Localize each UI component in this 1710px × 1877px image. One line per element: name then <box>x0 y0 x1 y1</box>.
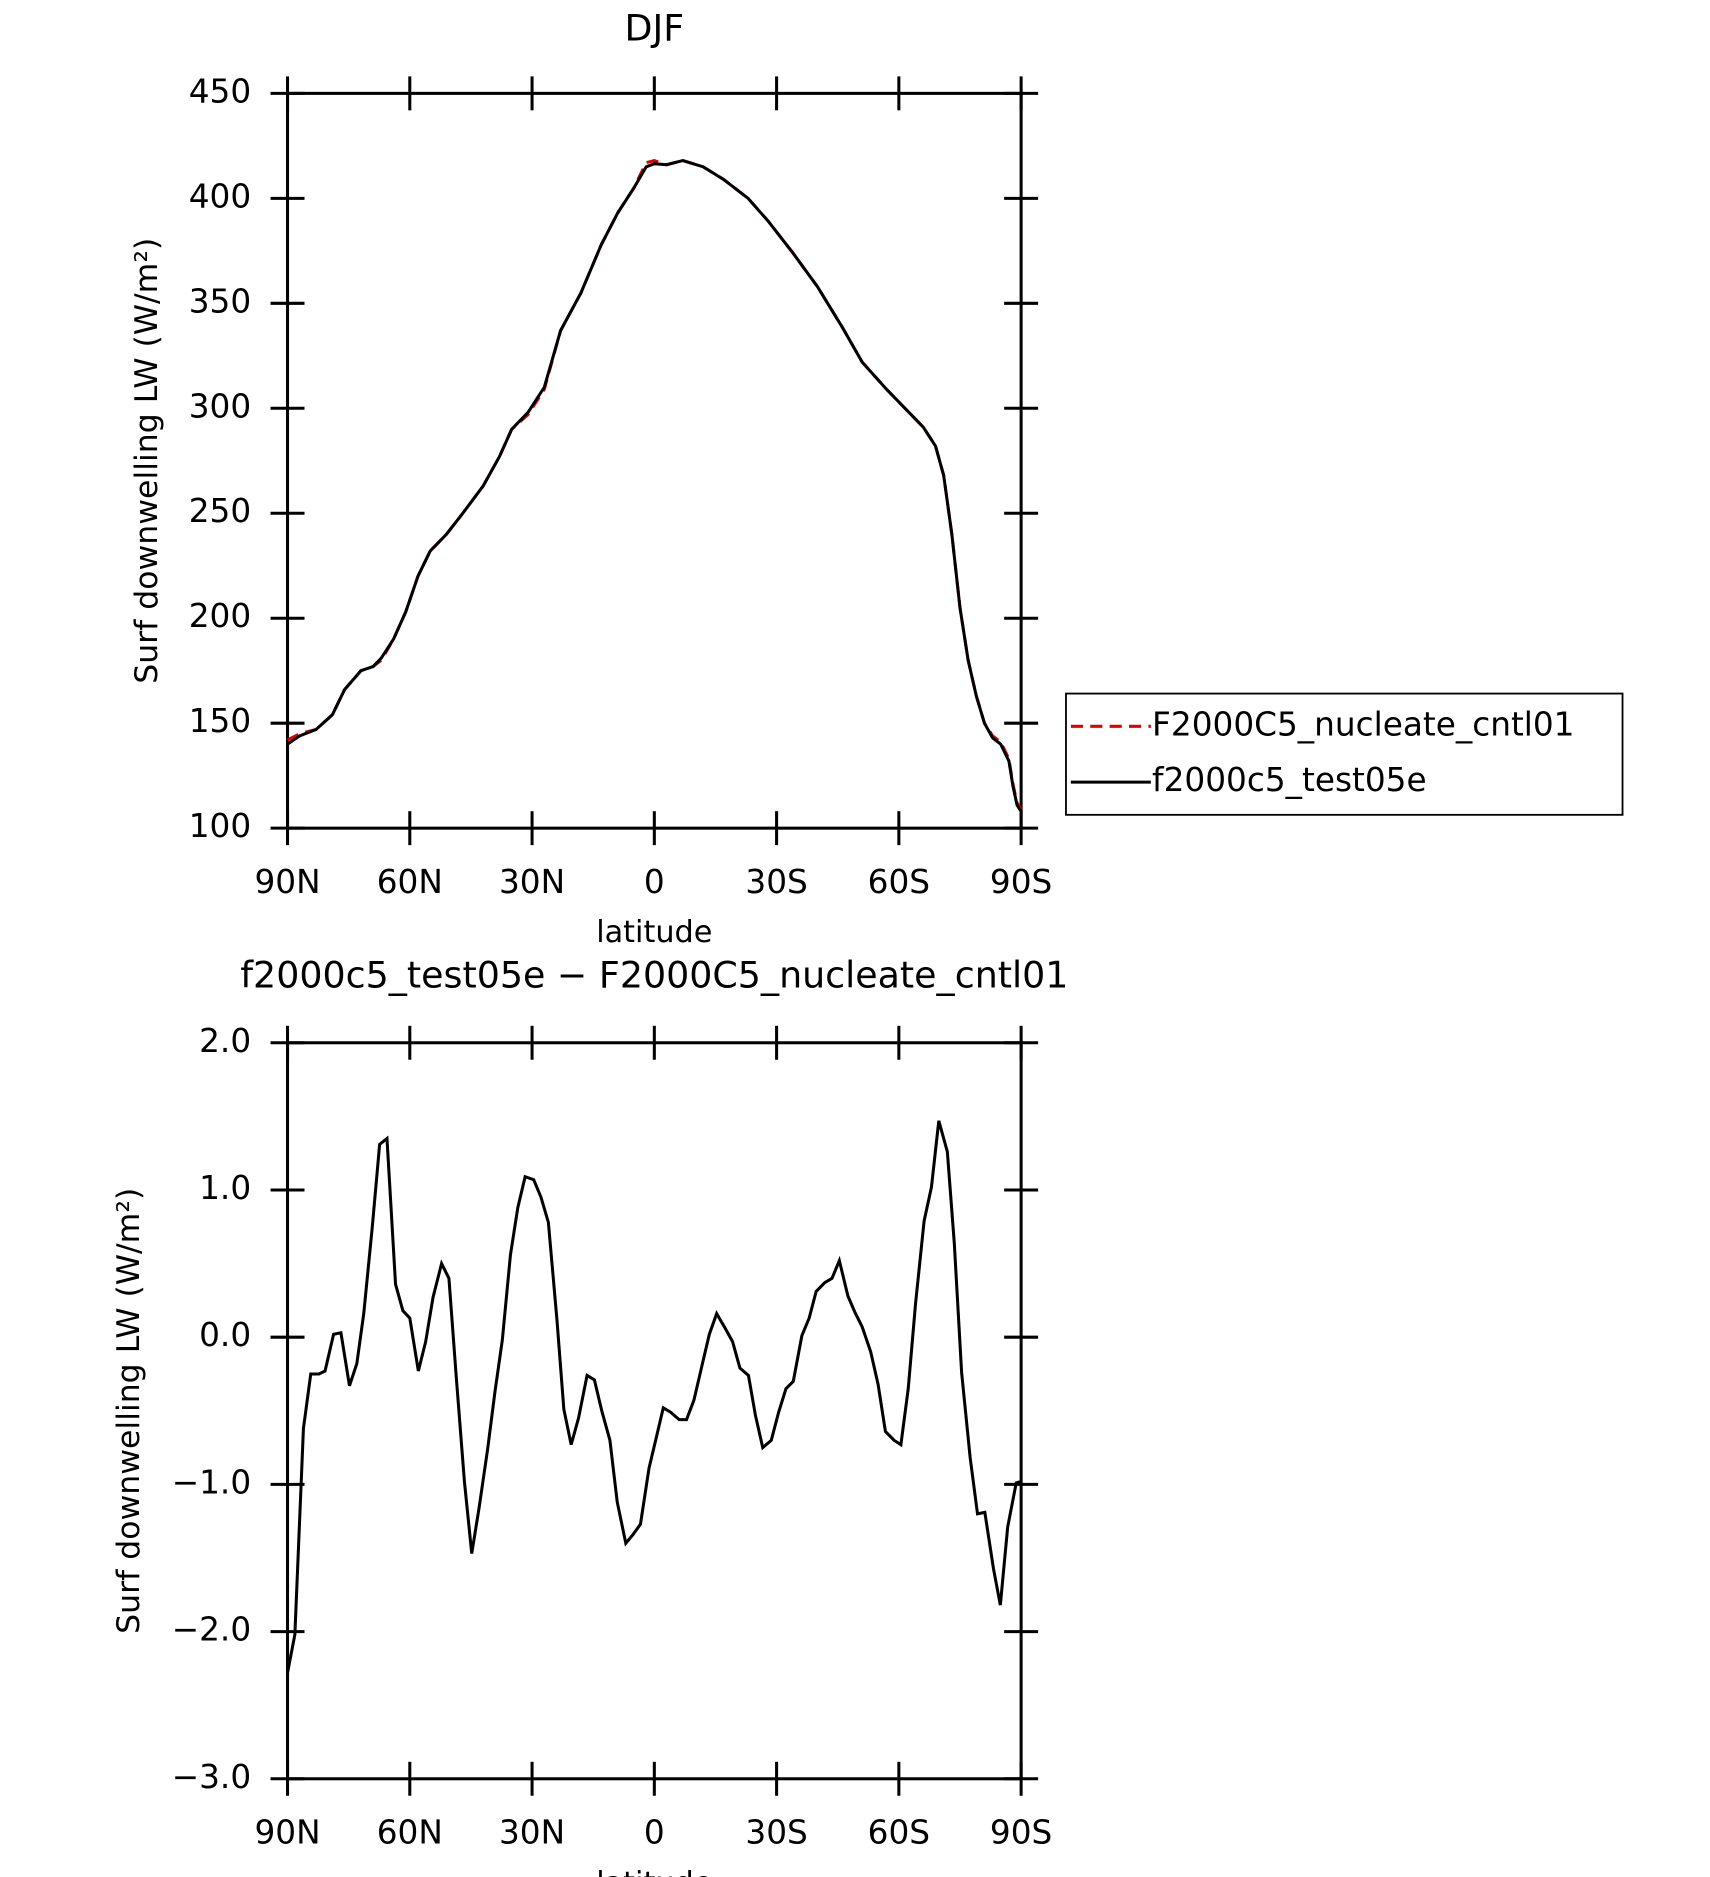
y-tick-label: 1.0 <box>199 1169 251 1207</box>
x-tick-label: 30S <box>745 1814 807 1852</box>
y-tick-label: 2.0 <box>199 1022 251 1060</box>
legend-box <box>1065 692 1624 816</box>
data-line <box>286 1120 1022 1674</box>
x-axis-label: latitude <box>596 1866 712 1877</box>
x-tick-label: 0 <box>644 1814 665 1852</box>
y-tick-label: 300 <box>189 387 251 425</box>
y-tick-label: 250 <box>189 492 251 530</box>
y-tick-label: 400 <box>189 177 251 215</box>
x-tick-label: 90N <box>254 1814 320 1852</box>
chart-title: f2000c5_test05e − F2000C5_nucleate_cntl0… <box>240 953 1068 996</box>
y-tick-label: 350 <box>189 282 251 320</box>
x-tick-label: 90N <box>254 863 320 901</box>
x-tick-label: 60S <box>868 1814 930 1852</box>
plot-frame <box>286 91 1023 830</box>
y-tick-label: 200 <box>189 597 251 635</box>
x-tick-label: 30N <box>499 1814 565 1852</box>
plot-frame <box>286 1041 1023 1781</box>
y-axis-label: Surf downwelling LW (W/m²) <box>111 1188 147 1634</box>
x-tick-label: 0 <box>644 863 665 901</box>
chart-title: DJF <box>625 6 685 49</box>
y-tick-label: 450 <box>189 72 251 110</box>
x-tick-label: 60N <box>377 863 443 901</box>
y-tick-label: 100 <box>189 807 251 845</box>
legend-label: F2000C5_nucleate_cntl01 <box>1152 705 1574 743</box>
x-tick-label: 90S <box>990 1814 1052 1852</box>
x-axis-label: latitude <box>596 915 712 950</box>
x-tick-label: 30S <box>745 863 807 901</box>
legend-label: f2000c5_test05e <box>1152 761 1427 799</box>
y-tick-label: 150 <box>189 702 251 740</box>
x-tick-label: 60N <box>377 1814 443 1852</box>
y-tick-label: −1.0 <box>172 1463 251 1501</box>
x-tick-label: 60S <box>868 863 930 901</box>
x-tick-label: 90S <box>990 863 1052 901</box>
data-line <box>286 158 1023 811</box>
data-line <box>286 158 1023 813</box>
y-tick-label: −3.0 <box>172 1758 251 1796</box>
y-tick-label: −2.0 <box>172 1611 251 1649</box>
y-axis-label: Surf downwelling LW (W/m²) <box>129 238 165 684</box>
x-tick-label: 30N <box>499 863 565 901</box>
y-tick-label: 0.0 <box>199 1316 251 1354</box>
